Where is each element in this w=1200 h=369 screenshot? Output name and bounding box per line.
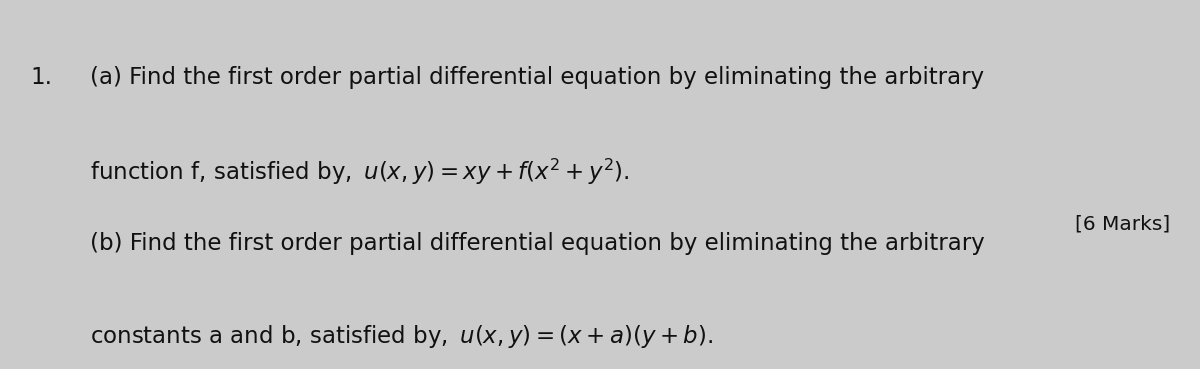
Text: 1.: 1. bbox=[30, 66, 52, 89]
Text: (a) Find the first order partial differential equation by eliminating the arbitr: (a) Find the first order partial differe… bbox=[90, 66, 984, 89]
Text: [6 Marks]: [6 Marks] bbox=[1075, 214, 1170, 233]
Text: function f, satisfied by, $u(x, y) = xy + f(x^2 + y^2).$: function f, satisfied by, $u(x, y) = xy … bbox=[90, 157, 630, 187]
Text: (b) Find the first order partial differential equation by eliminating the arbitr: (b) Find the first order partial differe… bbox=[90, 232, 985, 255]
Text: constants a and b, satisfied by, $u(x, y) = (x+a)(y+b).$: constants a and b, satisfied by, $u(x, y… bbox=[90, 323, 713, 350]
